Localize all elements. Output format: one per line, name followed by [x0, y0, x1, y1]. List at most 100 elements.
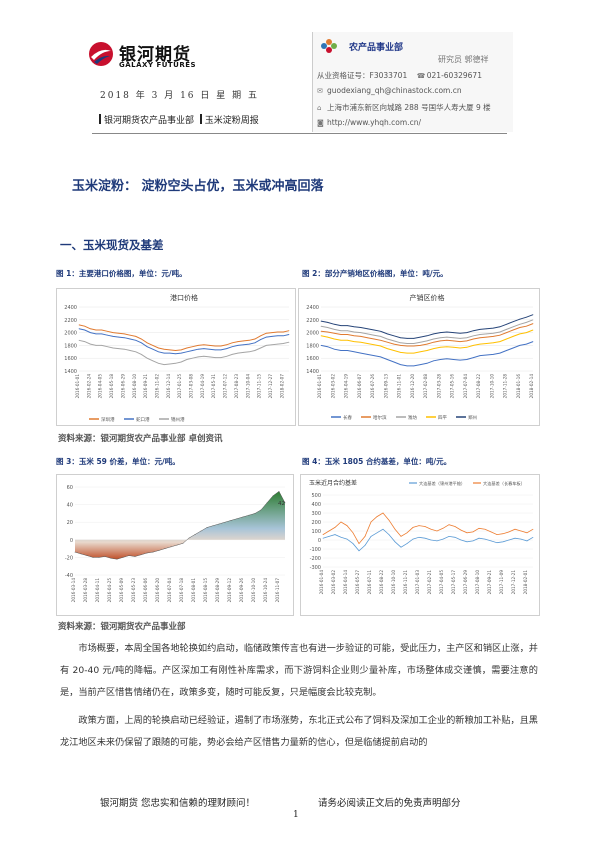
contact-person: 研究员 郭德祥 [438, 55, 489, 64]
data-point [376, 532, 378, 534]
divider-bar [99, 114, 101, 124]
data-point [413, 338, 415, 339]
data-point [260, 509, 262, 511]
x-tick-label: 2017-05-17 [451, 570, 456, 595]
data-point [352, 543, 354, 544]
data-point [248, 339, 250, 341]
data-point [472, 531, 474, 533]
data-point [453, 340, 454, 342]
data-point [364, 536, 366, 537]
data-point [526, 322, 527, 323]
x-tick-label: 2017-12-21 [511, 570, 516, 595]
data-point [373, 344, 375, 346]
x-tick-label: 2016-12-20 [410, 374, 415, 399]
data-point [272, 495, 274, 497]
data-point [214, 357, 216, 358]
data-point [353, 341, 355, 342]
data-point [506, 332, 507, 333]
data-point [420, 364, 421, 365]
data-point [101, 345, 103, 346]
data-point [236, 518, 238, 520]
data-point [499, 341, 501, 342]
data-point [112, 336, 114, 337]
data-point [426, 343, 428, 345]
data-point [446, 336, 448, 338]
figure3-caption: 图 3：玉米 59 价差，单位：元/吨。 [56, 457, 180, 466]
data-point [243, 344, 244, 346]
contact-dept: 农产品事业部 [349, 43, 404, 53]
y-tick-label: 20 [67, 520, 73, 526]
data-point [170, 546, 172, 548]
data-point [254, 338, 256, 340]
data-point [532, 329, 534, 331]
data-point [203, 348, 205, 349]
chart1-panel: 港口价格 1400 1600 1800 2000 2200 2400 2016-01-01 20… [56, 288, 296, 426]
data-point [124, 337, 125, 339]
data-point [512, 336, 514, 337]
email-text[interactable]: guodexiang_qh@chinastock.com.cn [327, 86, 462, 95]
data-point [214, 349, 216, 351]
data-point [104, 556, 106, 557]
data-point [146, 357, 148, 359]
data-point [436, 530, 438, 532]
x-tick-label: 2016-11-01 [397, 374, 402, 399]
data-point [484, 528, 486, 530]
source-note-1: 资料来源：银河期货农产品事业部 卓创资讯 [58, 434, 223, 444]
data-point [473, 345, 474, 346]
data-point [158, 351, 159, 353]
data-point [129, 334, 131, 336]
data-point [352, 532, 354, 534]
x-tick-label: 2017-06-29 [463, 570, 468, 595]
data-point [367, 337, 368, 339]
mail-icon: ✉ [317, 87, 323, 95]
x-tick-label: 2016-08-29 [215, 578, 220, 603]
data-point [124, 348, 125, 350]
data-point [224, 521, 226, 523]
data-point [271, 332, 273, 333]
contact-web-row: ◙ http://www.yhqh.com.cn/ [317, 118, 421, 127]
last-value-label: 42 [278, 501, 285, 507]
x-tick-label: 2017-07-04 [463, 374, 468, 399]
data-point [400, 345, 401, 346]
data-point [380, 356, 381, 358]
data-point [220, 357, 222, 358]
data-point [128, 555, 130, 556]
data-point [466, 337, 468, 339]
data-point [231, 354, 233, 355]
data-point [288, 341, 290, 343]
data-point [486, 343, 487, 344]
data-point [134, 556, 136, 557]
y-tick-label: 400 [311, 502, 321, 508]
data-point [433, 341, 434, 343]
data-point [367, 354, 368, 355]
data-point [486, 354, 487, 356]
data-point [380, 336, 381, 337]
data-point [386, 338, 388, 340]
data-point [214, 345, 216, 347]
data-point [347, 350, 348, 351]
series-line [320, 319, 534, 344]
x-tick-label: 2016-01-01 [317, 374, 322, 399]
data-point [466, 340, 468, 342]
data-point [358, 550, 360, 552]
website-link[interactable]: http://www.yhqh.com.cn/ [327, 118, 421, 127]
x-tick-label: 2016-09-13 [383, 374, 388, 399]
data-point [413, 352, 415, 354]
x-tick-label: 2017-03-28 [436, 374, 441, 399]
data-point [180, 352, 182, 354]
data-point [412, 538, 414, 540]
footer-disclaimer[interactable]: 请务必阅读正文后的免责声明部分 [318, 798, 461, 809]
data-point [433, 338, 434, 340]
series-line [320, 329, 534, 354]
data-point [98, 557, 100, 558]
data-point [393, 350, 395, 351]
data-point [265, 332, 267, 334]
area-outline [74, 491, 286, 560]
data-point [141, 354, 142, 355]
data-point [218, 523, 220, 525]
data-point [346, 538, 348, 540]
contact-email-row: ✉ guodexiang_qh@chinastock.com.cn [317, 86, 462, 95]
data-point [453, 332, 454, 333]
data-point [334, 527, 336, 528]
data-point [107, 346, 108, 348]
